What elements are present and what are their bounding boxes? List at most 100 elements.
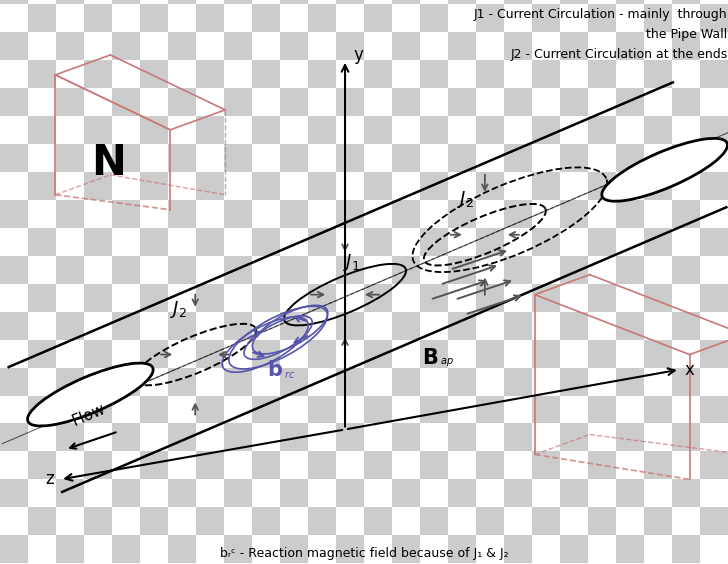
Bar: [112, 479, 141, 508]
Bar: [531, 4, 560, 32]
Bar: [448, 312, 476, 340]
Bar: [168, 368, 197, 395]
Bar: [560, 424, 587, 451]
Bar: [280, 200, 308, 228]
Bar: [476, 255, 504, 284]
Bar: [616, 0, 644, 4]
Bar: [672, 451, 700, 479]
Bar: [420, 479, 448, 508]
Bar: [531, 368, 560, 395]
Bar: [616, 4, 644, 32]
Bar: [504, 312, 531, 340]
Bar: [280, 508, 308, 535]
Bar: [420, 4, 448, 32]
Bar: [308, 395, 336, 424]
Bar: [197, 284, 224, 312]
Bar: [336, 284, 364, 312]
Bar: [392, 255, 420, 284]
Bar: [197, 508, 224, 535]
Bar: [392, 60, 420, 88]
Bar: [531, 340, 560, 368]
Bar: [644, 340, 672, 368]
Bar: [644, 451, 672, 479]
Bar: [141, 508, 168, 535]
Bar: [56, 312, 84, 340]
Bar: [1, 424, 28, 451]
Bar: [531, 284, 560, 312]
Bar: [84, 228, 112, 255]
Bar: [168, 312, 197, 340]
Bar: [336, 479, 364, 508]
Bar: [56, 144, 84, 172]
Bar: [84, 32, 112, 60]
Bar: [197, 451, 224, 479]
Bar: [197, 312, 224, 340]
Bar: [224, 312, 252, 340]
Bar: [587, 508, 616, 535]
Bar: [168, 32, 197, 60]
Bar: [616, 228, 644, 255]
Bar: [280, 368, 308, 395]
Bar: [224, 508, 252, 535]
Bar: [1, 32, 28, 60]
Bar: [392, 284, 420, 312]
Bar: [476, 4, 504, 32]
Bar: [672, 508, 700, 535]
Bar: [308, 368, 336, 395]
Bar: [84, 0, 112, 4]
Bar: [560, 284, 587, 312]
Bar: [504, 88, 531, 116]
Bar: [336, 228, 364, 255]
Bar: [672, 284, 700, 312]
Bar: [252, 60, 280, 88]
Bar: [197, 479, 224, 508]
Bar: [84, 535, 112, 563]
Bar: [280, 424, 308, 451]
Bar: [531, 88, 560, 116]
Bar: [448, 116, 476, 144]
Bar: [56, 4, 84, 32]
Text: N: N: [91, 142, 126, 184]
Bar: [224, 395, 252, 424]
Bar: [336, 508, 364, 535]
Bar: [197, 4, 224, 32]
Bar: [280, 172, 308, 200]
Bar: [168, 0, 197, 4]
Bar: [280, 312, 308, 340]
Bar: [531, 172, 560, 200]
Bar: [420, 0, 448, 4]
Bar: [141, 255, 168, 284]
Bar: [1, 284, 28, 312]
Bar: [1, 144, 28, 172]
Bar: [531, 116, 560, 144]
Bar: [644, 32, 672, 60]
Bar: [587, 144, 616, 172]
Bar: [364, 395, 392, 424]
Bar: [420, 368, 448, 395]
Bar: [141, 88, 168, 116]
Bar: [504, 368, 531, 395]
Bar: [420, 32, 448, 60]
Bar: [476, 368, 504, 395]
Bar: [448, 0, 476, 4]
Bar: [112, 88, 141, 116]
Bar: [672, 116, 700, 144]
Bar: [644, 172, 672, 200]
Bar: [448, 255, 476, 284]
Bar: [531, 451, 560, 479]
Bar: [672, 200, 700, 228]
Bar: [1, 172, 28, 200]
Bar: [476, 88, 504, 116]
Bar: [308, 200, 336, 228]
Bar: [252, 200, 280, 228]
Bar: [336, 60, 364, 88]
Bar: [84, 4, 112, 32]
Bar: [364, 284, 392, 312]
Bar: [560, 255, 587, 284]
Bar: [392, 228, 420, 255]
Bar: [252, 255, 280, 284]
Bar: [476, 424, 504, 451]
Bar: [1, 4, 28, 32]
Bar: [252, 479, 280, 508]
Bar: [672, 255, 700, 284]
